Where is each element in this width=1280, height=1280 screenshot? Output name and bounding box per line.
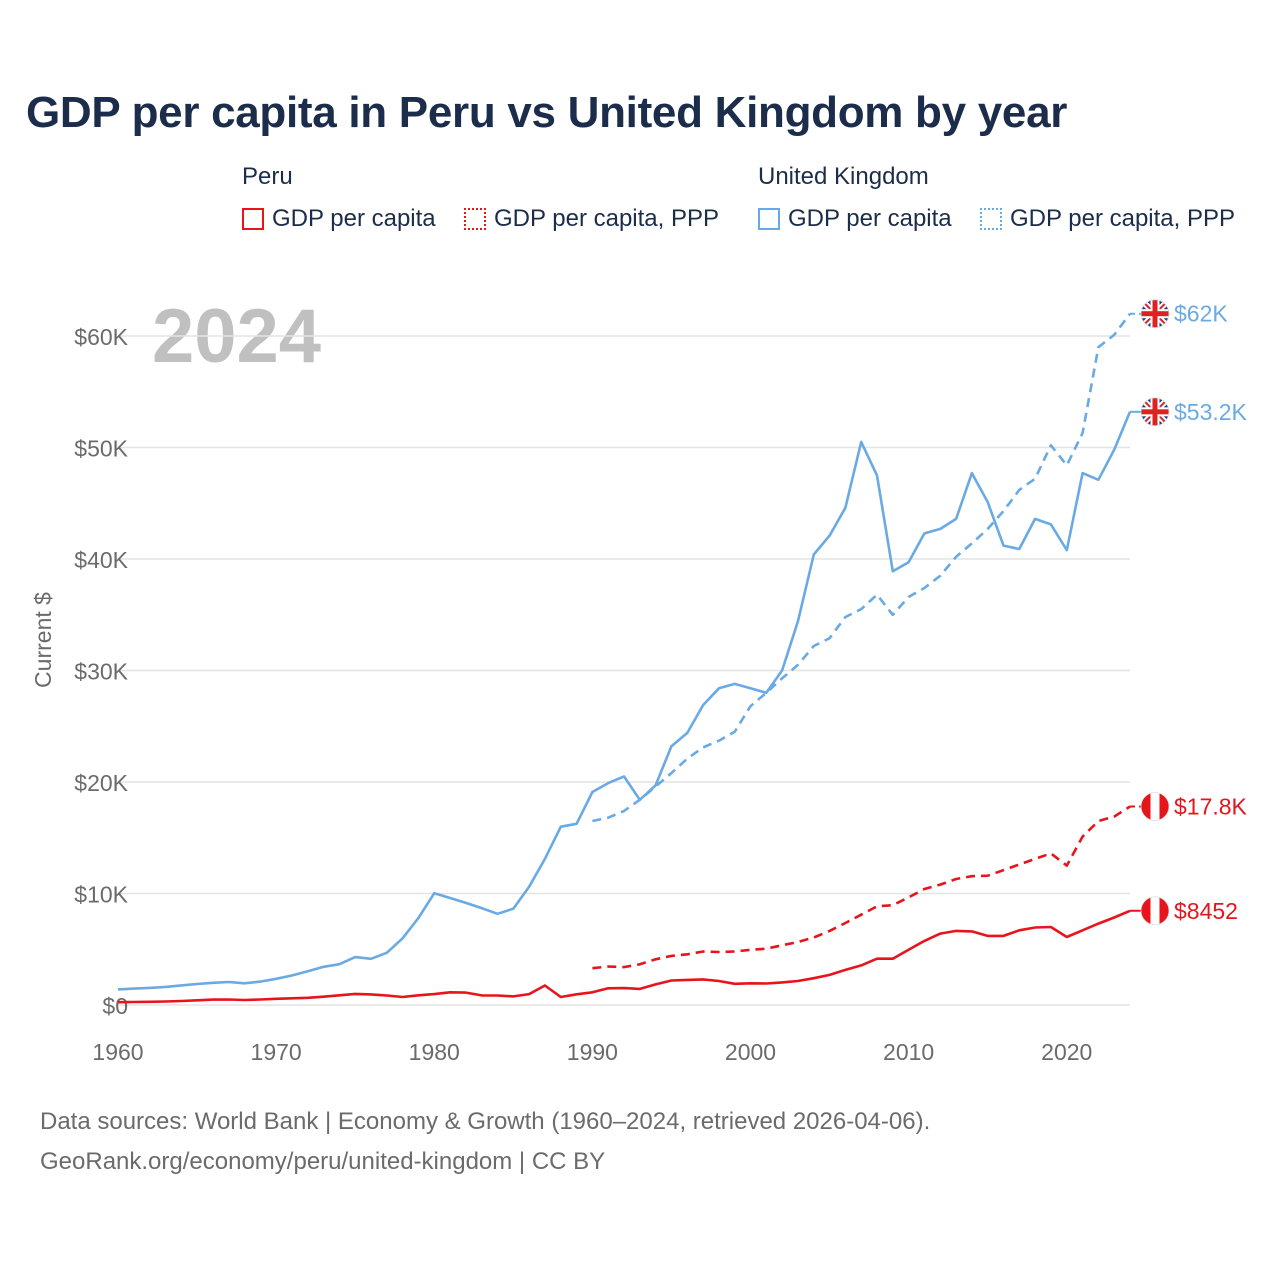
y-tick-label: $10K [74, 882, 128, 908]
x-tick-label: 1960 [92, 1039, 143, 1065]
y-tick-label: $20K [74, 770, 128, 796]
peru-flag-icon [1140, 792, 1170, 821]
legend-swatch-dotted [464, 208, 486, 230]
uk-flag-icon [1140, 397, 1170, 427]
legend-group-uk: United Kingdom [758, 163, 929, 190]
end-value-label: $53.2K [1174, 399, 1248, 425]
legend-item-uk-ppp[interactable]: GDP per capita, PPP [980, 203, 1235, 235]
legend-item-peru-ppp[interactable]: GDP per capita, PPP [464, 203, 719, 235]
x-tick-label: 2020 [1041, 1039, 1092, 1065]
end-value-label: $62K [1174, 301, 1228, 327]
series-line-peru-ppp[interactable] [592, 805, 1131, 970]
footer-sources: Data sources: World Bank | Economy & Gro… [40, 1108, 931, 1135]
legend-label: GDP per capita [788, 205, 952, 232]
legend-swatch-solid [242, 208, 264, 230]
x-tick-label: 1970 [251, 1039, 302, 1065]
y-tick-label: $30K [74, 659, 128, 685]
x-tick-label: 1990 [567, 1039, 618, 1065]
series-line-peru-gdp[interactable] [117, 909, 1131, 1004]
x-tick-label: 2000 [725, 1039, 776, 1065]
x-tick-label: 2010 [883, 1039, 934, 1065]
end-value-label: $8452 [1174, 898, 1238, 924]
uk-flag-icon [1140, 299, 1170, 329]
legend-swatch-solid [758, 208, 780, 230]
y-tick-label: $50K [74, 436, 128, 462]
legend-swatch-dotted [980, 208, 1002, 230]
legend-label: GDP per capita [272, 205, 436, 232]
legend-item-peru-gdp[interactable]: GDP per capita [242, 203, 436, 235]
chart-title: GDP per capita in Peru vs United Kingdom… [26, 88, 1068, 137]
series-line-uk-gdp[interactable] [117, 411, 1132, 991]
series-line-uk-ppp[interactable] [592, 312, 1132, 823]
y-axis-label: Current $ [30, 592, 56, 688]
footer-url[interactable]: GeoRank.org/economy/peru/united-kingdom … [40, 1148, 606, 1175]
legend-item-uk-gdp[interactable]: GDP per capita [758, 203, 952, 235]
legend-label: GDP per capita, PPP [494, 205, 719, 232]
legend-label: GDP per capita, PPP [1010, 205, 1235, 232]
y-tick-label: $0 [102, 993, 128, 1019]
peru-flag-icon [1140, 896, 1170, 926]
x-tick-label: 1980 [409, 1039, 460, 1065]
legend-group-peru: Peru [242, 163, 293, 190]
y-tick-label: $60K [74, 324, 128, 350]
end-value-label: $17.8K [1174, 794, 1248, 820]
y-tick-label: $40K [74, 547, 128, 573]
